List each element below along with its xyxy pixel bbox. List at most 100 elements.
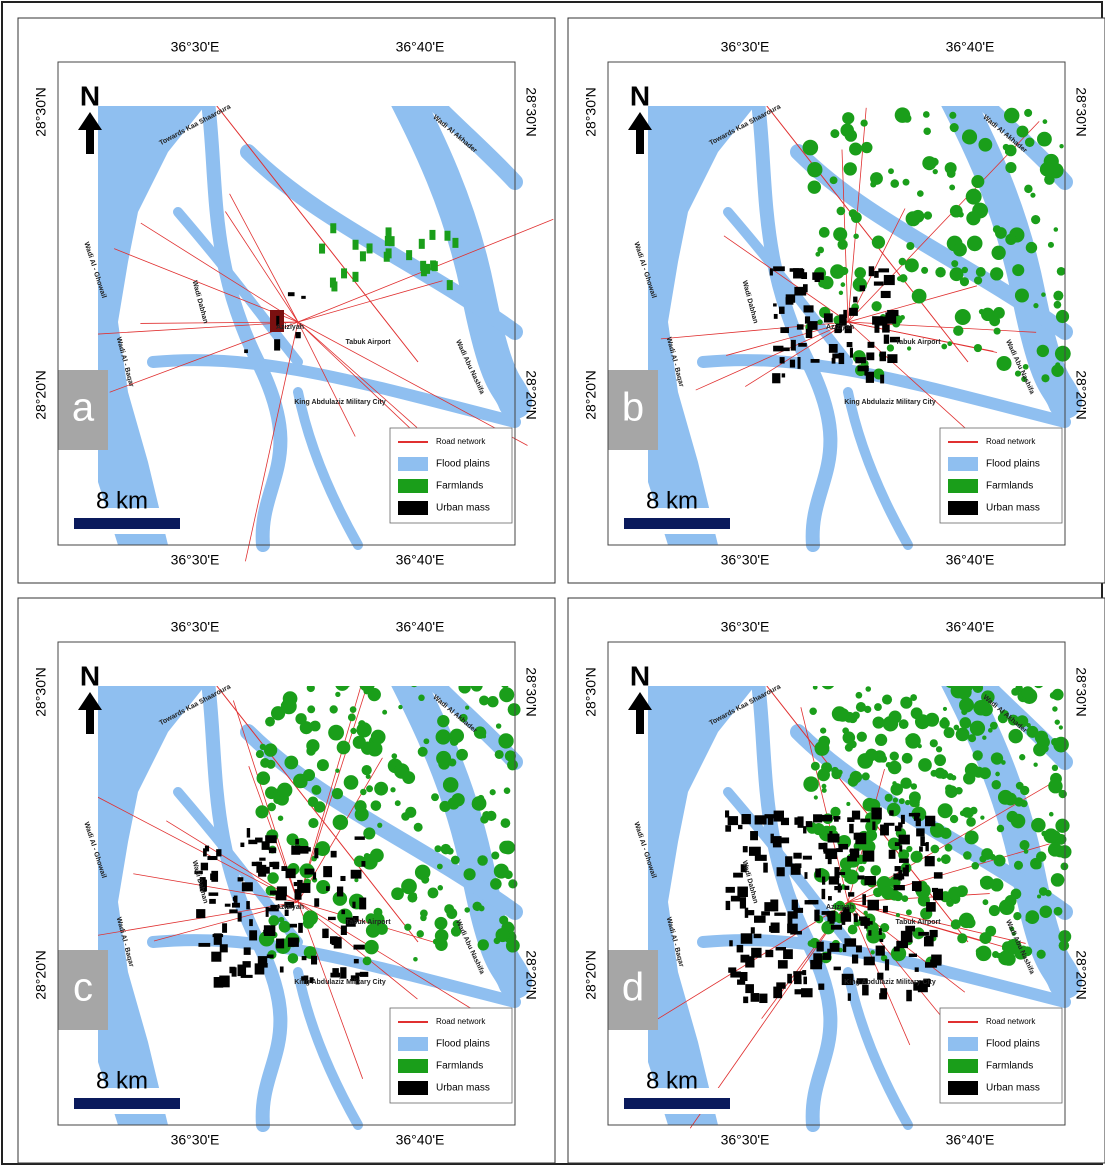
farmland (930, 739, 938, 747)
farmland (962, 807, 973, 818)
farmland (982, 736, 986, 740)
urban-mass (232, 903, 240, 908)
coordinate-label: 28°30'N (583, 87, 599, 137)
farmland (963, 851, 972, 860)
farmland (962, 132, 974, 144)
farmland (881, 886, 895, 900)
farmland (905, 736, 910, 741)
urban-mass (229, 967, 235, 973)
urban-mass (295, 839, 299, 845)
urban-mass (782, 373, 785, 377)
farmland (911, 783, 917, 789)
legend-swatch (398, 457, 428, 471)
farmland (849, 740, 857, 748)
farmland (888, 168, 894, 174)
coordinate-label: 28°30'N (33, 87, 49, 137)
urban-mass (294, 882, 298, 886)
farmland (487, 696, 498, 707)
farmland (371, 730, 386, 745)
place-name: Tabuk Airport (895, 919, 941, 926)
urban-mass (824, 313, 833, 322)
farmland (945, 784, 953, 792)
place-name: King Abdulaziz Military City (294, 979, 386, 986)
farmland (482, 811, 491, 820)
urban-mass (885, 959, 889, 970)
farmland (1054, 227, 1059, 232)
legend-label: Road network (986, 437, 1036, 446)
urban-mass (884, 823, 895, 826)
farmland (917, 190, 924, 197)
urban-mass (843, 944, 846, 952)
farmland (429, 230, 435, 240)
farmland (306, 739, 319, 752)
farmland (307, 705, 315, 713)
farmland (858, 866, 865, 873)
farmland (1054, 301, 1062, 309)
farmland (905, 800, 910, 805)
farmland (507, 760, 518, 771)
farmland (452, 238, 458, 248)
urban-mass (783, 949, 793, 959)
farmland (852, 711, 860, 719)
farmland (979, 932, 991, 944)
farmland (257, 771, 271, 785)
farmland (438, 885, 443, 890)
urban-mass (773, 266, 785, 271)
urban-mass (787, 974, 792, 984)
page: Towards Kaa ShaarouraWadi Al AkhaderWadi… (0, 0, 1105, 1167)
farmland (1051, 364, 1064, 377)
coordinate-label: 28°30'N (583, 667, 599, 717)
legend-label: Farmlands (436, 481, 483, 492)
coordinate-label: 36°30'E (171, 552, 220, 568)
urban-mass (728, 816, 738, 825)
urban-mass (844, 886, 849, 890)
farmland (377, 823, 382, 828)
urban-mass (919, 846, 923, 851)
legend-swatch (948, 457, 978, 471)
farmland (974, 344, 982, 352)
urban-mass (247, 828, 250, 838)
scale-label: 8 km (96, 1067, 148, 1094)
farmland (277, 796, 286, 805)
urban-mass (201, 863, 208, 871)
farmland (386, 227, 392, 237)
legend-swatch (948, 1037, 978, 1051)
farmland (308, 796, 319, 807)
coordinate-label: 28°20'N (583, 370, 599, 420)
farmland (892, 781, 896, 785)
urban-mass (773, 836, 782, 847)
farmland (348, 714, 356, 722)
urban-mass (877, 317, 887, 326)
farmland (404, 924, 411, 931)
farmland (941, 854, 951, 864)
urban-mass (742, 814, 749, 817)
farmland (1043, 908, 1047, 912)
urban-mass (779, 347, 790, 351)
farmland (979, 767, 991, 779)
farmland (1059, 725, 1063, 729)
urban-mass (818, 984, 824, 990)
farmland (337, 741, 351, 755)
farmland (856, 692, 863, 699)
farmland (811, 762, 820, 771)
urban-mass (806, 821, 813, 827)
farmland (1052, 765, 1058, 771)
farmland (909, 791, 921, 803)
farmland (364, 940, 378, 954)
farmland (436, 751, 451, 766)
urban-mass (229, 909, 237, 913)
urban-mass (751, 993, 760, 1002)
farmland (1033, 763, 1037, 767)
coordinate-label: 28°20'N (33, 950, 49, 1000)
farmland (845, 129, 857, 141)
farmland (494, 864, 509, 879)
farmland (1051, 873, 1065, 887)
farmland (424, 264, 430, 274)
urban-mass (750, 831, 758, 840)
figure: Towards Kaa ShaarouraWadi Al AkhaderWadi… (0, 0, 1105, 1167)
farmland (435, 938, 448, 951)
urban-mass (740, 972, 748, 981)
urban-mass (821, 815, 832, 822)
urban-mass (325, 929, 329, 938)
urban-mass (901, 815, 905, 824)
